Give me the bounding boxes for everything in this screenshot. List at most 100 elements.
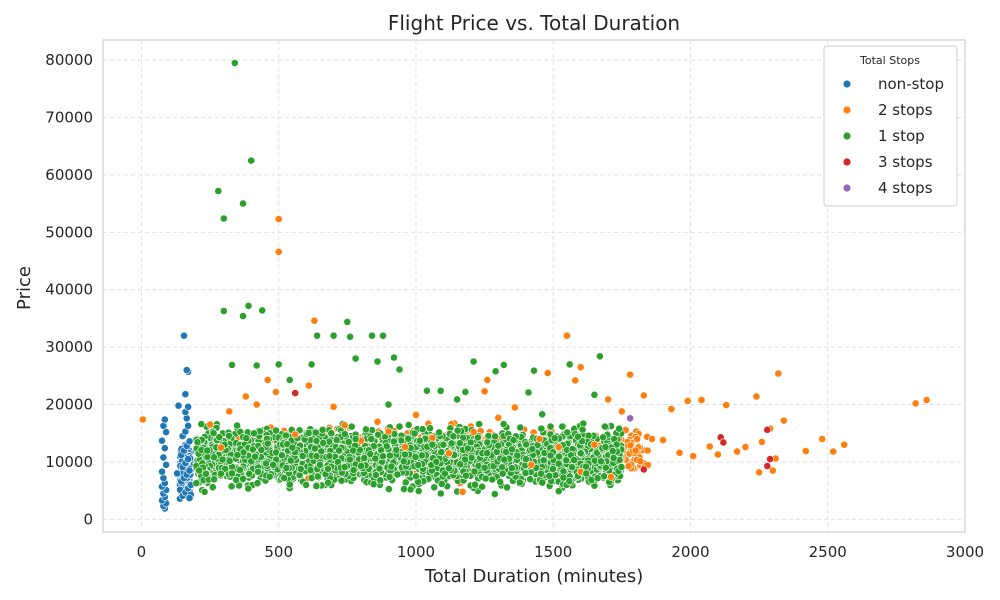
scatter-point: [324, 464, 332, 473]
scatter-point: [719, 438, 728, 447]
legend-marker: [843, 80, 851, 88]
scatter-point: [626, 414, 634, 423]
scatter-point: [722, 401, 731, 409]
scatter-point: [516, 423, 525, 432]
y-tick-label: 50000: [45, 223, 93, 241]
scatter-point: [565, 360, 574, 369]
scatter-point: [498, 463, 506, 472]
scatter-point: [524, 388, 533, 397]
scatter-point: [617, 463, 626, 471]
scatter-point: [368, 331, 376, 340]
scatter-point: [254, 467, 262, 476]
scatter-point: [491, 367, 500, 376]
scatter-point: [500, 455, 509, 464]
scatter-point: [138, 415, 147, 424]
scatter-point: [265, 472, 274, 481]
scatter-point: [244, 301, 253, 310]
scatter-point: [549, 465, 557, 473]
scatter-point: [639, 465, 648, 474]
scatter-point: [288, 443, 297, 452]
scatter-point: [344, 438, 353, 446]
scatter-point: [494, 441, 503, 450]
scatter-point: [470, 467, 479, 476]
scatter-point: [417, 451, 426, 460]
scatter-point: [324, 478, 333, 487]
scatter-point: [593, 474, 602, 483]
y-axis-label: Price: [14, 266, 35, 310]
scatter-point: [159, 474, 168, 482]
scatter-point: [263, 375, 272, 384]
scatter-point: [401, 443, 409, 451]
scatter-point: [483, 449, 492, 458]
scatter-point: [221, 464, 229, 473]
scatter-point: [590, 440, 599, 449]
scatter-point: [261, 459, 270, 468]
scatter-point: [272, 426, 280, 435]
scatter-point: [236, 466, 244, 474]
scatter-point: [217, 443, 225, 452]
scatter-point: [643, 446, 652, 455]
scatter-point: [312, 452, 321, 461]
scatter-point: [215, 433, 224, 442]
scatter-point: [361, 425, 370, 434]
scatter-point: [766, 455, 774, 463]
scatter-point: [483, 438, 492, 447]
scatter-point: [578, 425, 587, 434]
scatter-point: [347, 422, 356, 431]
scatter-point: [404, 420, 413, 429]
y-tick-label: 80000: [45, 51, 93, 69]
scatter-point: [291, 430, 300, 439]
scatter-point: [173, 469, 181, 478]
scatter-point: [360, 454, 369, 462]
scatter-point: [385, 451, 394, 460]
scatter-point: [543, 369, 552, 377]
scatter-point: [494, 413, 503, 422]
y-tick-label: 70000: [45, 109, 93, 127]
scatter-point: [257, 445, 266, 454]
scatter-point: [609, 453, 618, 462]
scatter-point: [384, 400, 393, 409]
scatter-point: [601, 463, 610, 472]
scatter-point: [247, 156, 256, 165]
scatter-point: [312, 482, 321, 490]
scatter-point: [659, 436, 667, 444]
scatter-point: [371, 454, 380, 463]
scatter-point: [230, 59, 239, 67]
scatter-point: [600, 472, 608, 481]
scatter-point: [373, 357, 382, 366]
scatter-point: [387, 462, 396, 471]
scatter-point: [499, 360, 508, 369]
scatter-point: [515, 478, 524, 487]
scatter-point: [455, 439, 464, 448]
scatter-point: [401, 478, 410, 487]
scatter-point: [428, 440, 437, 449]
scatter-point: [327, 429, 336, 438]
scatter-point: [340, 463, 349, 471]
scatter-point: [624, 462, 633, 471]
scatter-point: [159, 453, 168, 462]
scatter-point: [412, 410, 420, 419]
scatter-point: [184, 402, 192, 411]
scatter-point: [390, 353, 398, 362]
scatter-point: [313, 472, 322, 481]
scatter-point: [414, 487, 423, 495]
scatter-point: [337, 476, 346, 485]
scatter-point: [604, 395, 612, 404]
scatter-point: [440, 469, 449, 478]
scatter-point: [539, 456, 548, 465]
scatter-point: [197, 420, 206, 428]
scatter-point: [478, 482, 486, 491]
scatter-point: [432, 457, 441, 466]
scatter-point: [366, 450, 375, 458]
scatter-point: [449, 432, 458, 441]
scatter-point: [227, 482, 236, 491]
scatter-point: [530, 366, 538, 375]
scatter-point: [733, 447, 741, 456]
scatter-point: [538, 410, 547, 419]
scatter-point: [181, 390, 190, 399]
scatter-point: [546, 422, 555, 431]
scatter-point: [195, 466, 204, 475]
scatter-point: [755, 468, 763, 477]
scatter-point: [376, 476, 385, 485]
scatter-point: [779, 416, 788, 425]
